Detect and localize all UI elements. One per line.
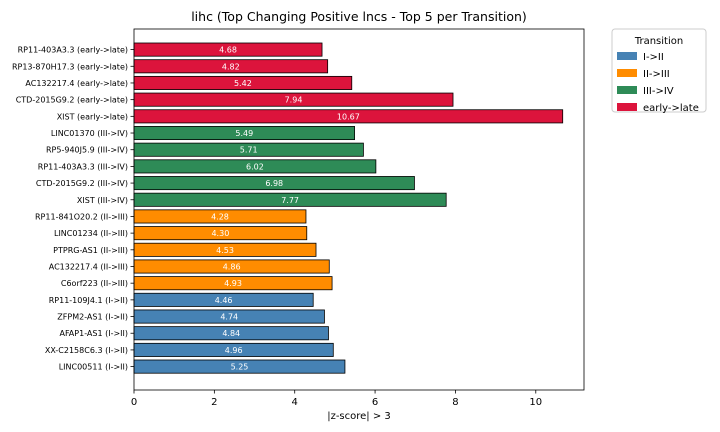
- bar-value-label: 10.67: [337, 112, 360, 121]
- y-tick-label: RP11-403A3.3 (early->late): [18, 46, 128, 55]
- legend-title: Transition: [634, 36, 683, 47]
- bar-value-label: 4.53: [216, 246, 234, 255]
- bar-value-label: 6.98: [265, 179, 283, 188]
- bar-group: 6.98 CTD-2015G9.2 (III->IV): [36, 176, 415, 191]
- bar-group: 4.86 AC132217.4 (II->III): [49, 259, 330, 274]
- bar-value-label: 4.74: [220, 313, 238, 322]
- bar-value-label: 6.02: [246, 162, 264, 171]
- bar-group: 4.96 XX-C2158C6.3 (I->II): [45, 342, 334, 357]
- x-axis-label: |z-score| > 3: [327, 411, 391, 422]
- y-tick-label: XX-C2158C6.3 (I->II): [45, 346, 128, 355]
- bar-group: 5.25 LINC00511 (I->II): [59, 359, 346, 374]
- bar-group: 4.30 LINC01234 (II->III): [54, 226, 308, 241]
- bar-group: 10.67 XIST (early->late): [57, 109, 564, 124]
- legend-swatch: [617, 103, 637, 111]
- legend-label: I->II: [643, 52, 664, 63]
- legend-swatch: [617, 69, 637, 77]
- y-tick-label: AC132217.4 (II->III): [49, 262, 128, 271]
- x-tick-label: 0: [131, 397, 137, 408]
- x-tick-label: 6: [372, 397, 378, 408]
- y-tick-label: RP11-109J4.1 (I->II): [49, 296, 128, 305]
- legend-swatch: [617, 86, 637, 94]
- bar-value-label: 4.86: [223, 262, 241, 271]
- bar-group: 4.93 C6orf223 (II->III): [61, 276, 333, 291]
- x-tick-label: 8: [452, 397, 458, 408]
- bar-value-label: 4.93: [224, 279, 242, 288]
- y-tick-label: LINC00511 (I->II): [59, 363, 128, 372]
- y-tick-label: PTPRG-AS1 (II->III): [53, 246, 128, 255]
- y-tick-label: CTD-2015G9.2 (early->late): [16, 96, 128, 105]
- y-tick-label: C6orf223 (II->III): [61, 279, 128, 288]
- bar-group: 4.74 ZFPM2-AS1 (I->II): [57, 309, 325, 324]
- chart-title: lihc (Top Changing Positive lncs - Top 5…: [191, 9, 527, 24]
- y-tick-label: RP13-870H17.3 (early->late): [12, 62, 128, 71]
- bar-group: 4.28 RP11-841O20.2 (II->III): [35, 209, 307, 224]
- x-tick-label: 4: [292, 397, 298, 408]
- bar-value-label: 4.84: [222, 329, 240, 338]
- y-tick-label: ZFPM2-AS1 (I->II): [57, 313, 128, 322]
- x-tick-label: 2: [211, 397, 217, 408]
- legend-label: II->III: [643, 69, 670, 80]
- bar-value-label: 4.46: [215, 296, 233, 305]
- y-tick-label: LINC01234 (II->III): [54, 229, 128, 238]
- bar-value-label: 4.28: [211, 212, 229, 221]
- bar-value-label: 5.49: [235, 129, 253, 138]
- legend-label: early->late: [643, 103, 699, 114]
- bar-value-label: 5.42: [234, 79, 252, 88]
- legend-swatch: [617, 52, 637, 60]
- y-tick-label: CTD-2015G9.2 (III->IV): [36, 179, 128, 188]
- bar-group: 4.82 RP13-870H17.3 (early->late): [12, 59, 329, 74]
- bar-value-label: 4.68: [219, 46, 237, 55]
- y-tick-label: XIST (early->late): [57, 112, 128, 121]
- y-tick-label: AC132217.4 (early->late): [25, 79, 128, 88]
- x-tick-label: 10: [529, 397, 542, 408]
- legend-label: III->IV: [643, 86, 674, 97]
- bar-group: 7.77 XIST (III->IV): [77, 192, 447, 207]
- y-tick-label: XIST (III->IV): [77, 196, 128, 205]
- bar-value-label: 4.96: [225, 346, 243, 355]
- bar-group: 5.42 AC132217.4 (early->late): [25, 75, 353, 90]
- bar-group: 4.46 RP11-109J4.1 (I->II): [49, 292, 314, 307]
- y-tick-label: LINC01370 (III->IV): [51, 129, 128, 138]
- y-tick-label: RP5-940J5.9 (III->IV): [46, 146, 128, 155]
- bar-group: 5.71 RP5-940J5.9 (III->IV): [46, 142, 364, 157]
- bar-group: 5.49 LINC01370 (III->IV): [51, 126, 355, 141]
- bar-group: 7.94 CTD-2015G9.2 (early->late): [16, 92, 454, 107]
- bar-value-label: 4.30: [211, 229, 229, 238]
- bar-value-label: 7.77: [281, 196, 299, 205]
- bar-group: 4.84 AFAP1-AS1 (I->II): [59, 326, 329, 341]
- bar-group: 4.53 PTPRG-AS1 (II->III): [53, 242, 317, 257]
- bar-value-label: 5.71: [240, 146, 258, 155]
- y-tick-label: AFAP1-AS1 (I->II): [59, 329, 128, 338]
- plot-area: 4.68 RP11-403A3.3 (early->late) 4.82 RP13-8…: [12, 28, 585, 408]
- bar-value-label: 5.25: [231, 363, 249, 372]
- legend: Transition I->II II->III III->IV early->late: [611, 28, 707, 114]
- y-tick-label: RP11-841O20.2 (II->III): [35, 212, 128, 221]
- bar-group: 4.68 RP11-403A3.3 (early->late): [18, 42, 323, 57]
- bar-value-label: 7.94: [285, 96, 303, 105]
- bar-group: 6.02 RP11-403A3.3 (III->IV): [38, 159, 377, 174]
- axes-frame: [133, 28, 585, 391]
- y-tick-label: RP11-403A3.3 (III->IV): [38, 162, 128, 171]
- bar-value-label: 4.82: [222, 62, 240, 71]
